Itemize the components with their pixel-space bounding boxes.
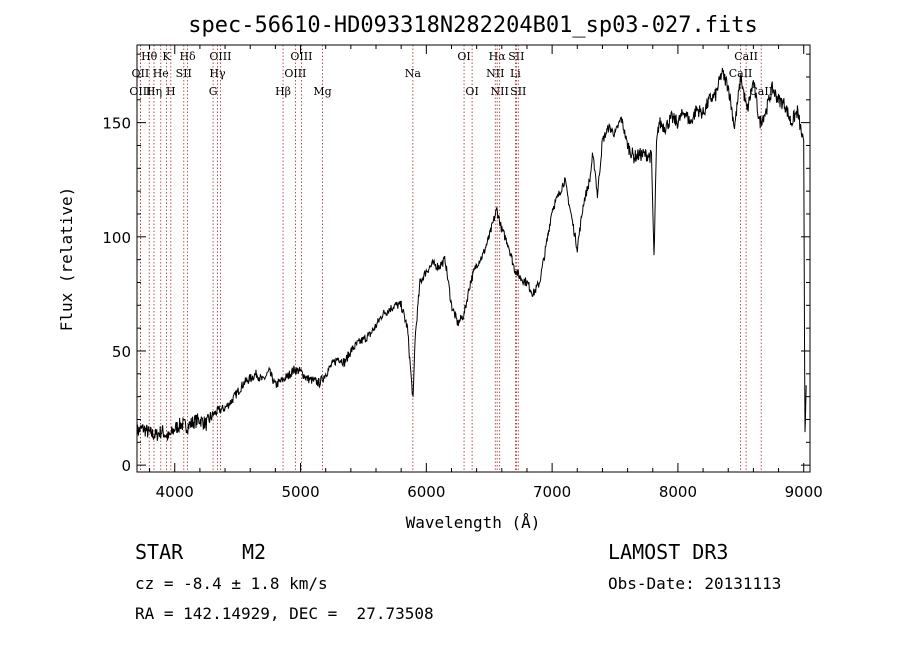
line-label-20: NII: [486, 67, 504, 80]
line-label-18: OI: [465, 85, 478, 98]
line-label-16: Na: [405, 67, 422, 80]
line-label-2: OIII: [129, 85, 151, 98]
observation-date: Obs-Date: 20131113: [608, 574, 782, 593]
line-label-11: G: [209, 85, 218, 98]
y-axis: 0 50 100 150: [102, 53, 810, 475]
redshift-cz: cz = -8.4 ± 1.8 km/s: [135, 574, 328, 593]
object-subclass: M2: [242, 540, 267, 564]
line-label-3: K: [162, 50, 171, 63]
x-tick-label-4: 8000: [659, 483, 697, 501]
plot-frame: [136, 44, 811, 473]
y-tick-label-2: 100: [102, 229, 131, 247]
x-tick-label-0: 4000: [156, 483, 194, 501]
y-tick-label-0: 0: [121, 457, 131, 475]
line-label-23: Li: [510, 67, 521, 80]
line-label-15: Mg: [313, 85, 331, 98]
line-label-5: Hη: [146, 85, 162, 98]
line-label-26: CaII: [729, 67, 753, 80]
survey-name: LAMOST DR3: [608, 540, 729, 564]
line-label-12: Hβ: [275, 85, 291, 98]
line-label-6: Hδ: [179, 50, 196, 63]
line-label-8: H: [166, 85, 176, 98]
x-axis: 4000 5000 6000 7000 8000 9000: [149, 45, 823, 501]
x-axis-label: Wavelength (Å): [406, 513, 541, 532]
line-label-4: He: [153, 67, 169, 80]
x-tick-label-1: 5000: [281, 483, 319, 501]
line-label-21: NII: [491, 85, 509, 98]
x-tick-label-3: 7000: [533, 483, 571, 501]
line-label-10: Hγ: [209, 67, 226, 80]
object-type: STAR: [135, 540, 184, 564]
line-label-24: SII: [510, 85, 526, 98]
x-tick-label-5: 9000: [785, 483, 823, 501]
line-label-7: SII: [176, 67, 192, 80]
line-label-17: OI: [457, 50, 470, 63]
spectrum-line: [136, 67, 807, 441]
y-tick-label-3: 150: [102, 115, 131, 133]
spectrum-layer: [136, 67, 807, 441]
line-label-13: OIII: [290, 50, 312, 63]
y-axis-label: Flux (relative): [57, 187, 76, 332]
line-label-22: SII: [508, 50, 524, 63]
line-label-25: CaII: [734, 50, 758, 63]
y-tick-label-1: 50: [112, 343, 131, 361]
chart-title: spec-56610-HD093318N282204B01_sp03-027.f…: [188, 13, 758, 38]
line-label-0: Hθ: [141, 50, 158, 63]
line-label-9: OIII: [209, 50, 231, 63]
coordinates: RA = 142.14929, DEC = 27.73508: [135, 604, 434, 623]
line-label-14: OIII: [284, 67, 306, 80]
line-label-19: Hα: [489, 50, 507, 63]
x-tick-label-2: 6000: [407, 483, 445, 501]
